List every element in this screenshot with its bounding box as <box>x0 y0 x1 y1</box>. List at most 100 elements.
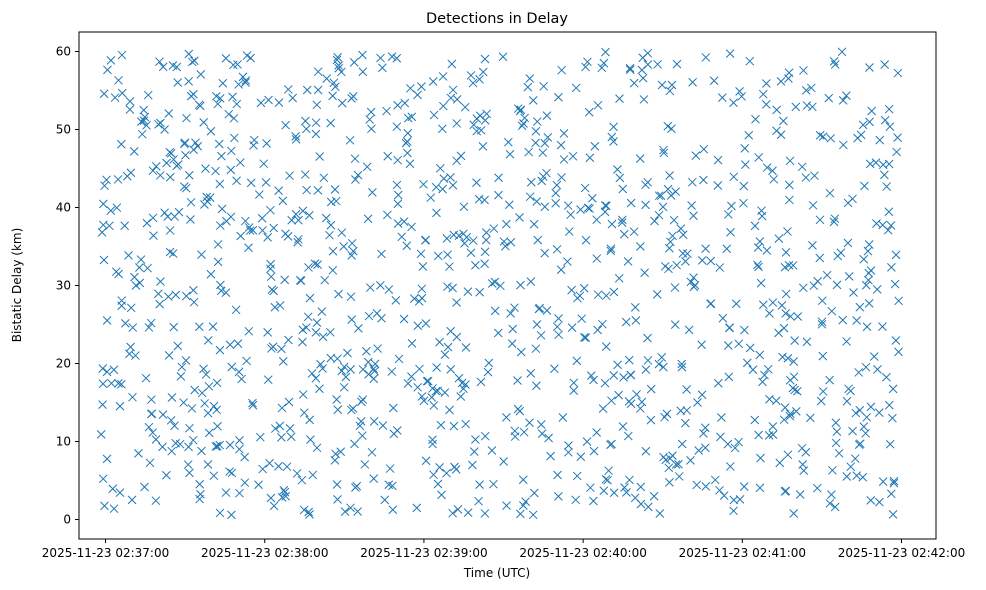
scatter-point <box>874 408 884 417</box>
scatter-point <box>581 333 591 342</box>
scatter-point <box>483 367 493 377</box>
scatter-point <box>597 63 607 73</box>
scatter-point <box>748 365 758 375</box>
scatter-point <box>468 236 478 246</box>
scatter-point <box>722 244 732 254</box>
scatter-point <box>263 375 273 385</box>
scatter-point <box>310 259 320 269</box>
scatter-point <box>801 86 811 95</box>
scatter-point <box>762 163 772 172</box>
scatter-point <box>697 390 707 400</box>
scatter-point <box>348 246 358 256</box>
scatter-point <box>469 120 479 130</box>
scatter-point <box>480 247 490 257</box>
scatter-point <box>339 382 349 392</box>
scatter-point <box>540 248 550 258</box>
scatter-point <box>786 312 795 321</box>
scatter-point <box>453 505 463 514</box>
scatter-point <box>448 180 458 190</box>
scatter-point <box>660 412 669 422</box>
scatter-point <box>351 483 360 492</box>
scatter-point <box>407 112 417 122</box>
scatter-point <box>169 155 178 164</box>
scatter-point <box>236 231 245 241</box>
scatter-point <box>490 277 500 287</box>
scatter-point <box>658 202 668 212</box>
scatter-point <box>600 378 610 388</box>
scatter-point <box>606 246 616 256</box>
scatter-point <box>589 375 598 385</box>
scatter-point <box>480 115 490 125</box>
scatter-point <box>233 60 242 69</box>
scatter-point <box>838 96 848 105</box>
scatter-point <box>867 106 877 116</box>
scatter-point <box>311 118 321 128</box>
scatter-point <box>585 153 595 163</box>
scatter-point <box>428 439 437 449</box>
scatter-point <box>284 397 294 407</box>
scatter-point <box>583 57 592 67</box>
scatter-point <box>734 339 744 349</box>
scatter-point <box>125 349 134 359</box>
scatter-point <box>783 450 793 460</box>
scatter-point <box>245 226 255 235</box>
scatter-point <box>715 263 725 272</box>
scatter-point <box>577 314 587 324</box>
y-tick-label: 30 <box>56 279 71 293</box>
scatter-point <box>164 292 173 301</box>
scatter-point <box>652 290 662 299</box>
scatter-point <box>339 242 349 251</box>
scatter-point <box>666 191 676 200</box>
scatter-point <box>120 221 130 231</box>
scatter-point <box>790 336 800 345</box>
scatter-point <box>506 309 515 318</box>
scatter-point <box>337 228 347 238</box>
scatter-point <box>639 95 649 104</box>
scatter-point <box>606 244 616 254</box>
scatter-point <box>402 137 412 146</box>
scatter-point <box>751 114 760 124</box>
scatter-point <box>641 446 651 456</box>
scatter-point <box>278 357 288 366</box>
scatter-point <box>106 56 116 65</box>
scatter-point <box>614 390 623 400</box>
scatter-point <box>672 260 682 270</box>
scatter-point <box>235 436 244 445</box>
scatter-point <box>142 120 151 130</box>
scatter-point <box>117 50 127 60</box>
scatter-point <box>312 100 322 110</box>
scatter-point <box>96 429 106 439</box>
scatter-point <box>600 201 610 210</box>
scatter-point <box>112 203 122 213</box>
scatter-point <box>515 213 524 222</box>
scatter-point <box>146 318 156 328</box>
scatter-point <box>507 339 517 349</box>
scatter-point <box>504 200 514 210</box>
scatter-point <box>325 327 335 337</box>
scatter-point <box>472 178 481 188</box>
scatter-point <box>654 359 664 369</box>
scatter-point <box>554 492 563 501</box>
scatter-point <box>385 464 395 473</box>
scatter-point <box>304 507 314 517</box>
plot-frame <box>78 31 937 540</box>
scatter-point <box>361 346 371 356</box>
scatter-point <box>282 462 292 472</box>
scatter-point <box>299 408 309 418</box>
scatter-point <box>443 342 453 352</box>
scatter-point <box>754 262 763 272</box>
scatter-point <box>697 340 706 350</box>
scatter-point <box>589 446 599 456</box>
scatter-point <box>745 343 755 353</box>
scatter-point <box>419 396 429 406</box>
scatter-point <box>476 377 486 387</box>
scatter-point <box>599 58 609 68</box>
scatter-point <box>861 428 870 438</box>
scatter-point <box>478 141 488 151</box>
scatter-point <box>393 219 403 228</box>
scatter-point <box>626 370 636 380</box>
scatter-point <box>189 297 199 307</box>
scatter-point <box>438 72 448 81</box>
scatter-point <box>510 426 520 436</box>
scatter-point <box>830 502 840 512</box>
